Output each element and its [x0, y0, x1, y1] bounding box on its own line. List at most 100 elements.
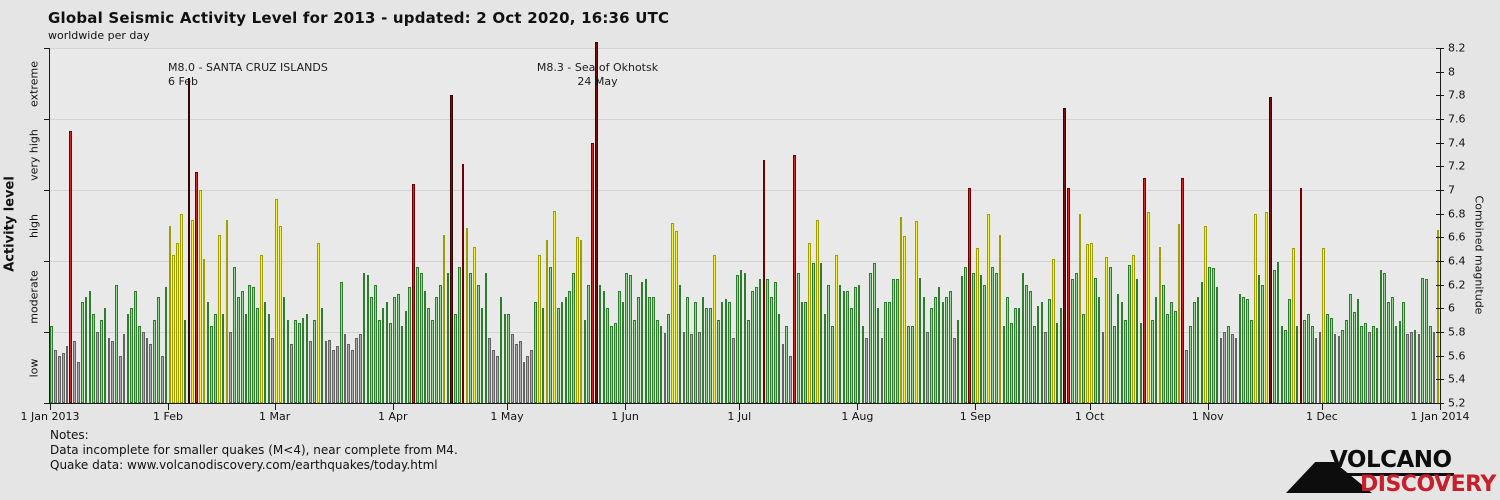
x-tick-1-Oct — [1089, 404, 1091, 410]
bar-day-163-moderate — [667, 314, 671, 403]
bar-day-354-moderate — [1394, 326, 1398, 403]
bar-day-322-moderate — [1272, 270, 1276, 403]
annotation-line2: 24 May — [577, 75, 618, 88]
notes-data-coverage: Data incomplete for smaller quakes (M<4)… — [50, 443, 458, 457]
right-tick-m8 — [1436, 71, 1444, 73]
bar-day-125-low — [522, 361, 526, 403]
right-tick-m5.8 — [1436, 332, 1444, 333]
left-tick-m8.3 — [44, 48, 50, 49]
bar-day-110-high — [465, 227, 469, 403]
bar-day-348-moderate — [1371, 326, 1375, 403]
bar-day-312-low — [1234, 337, 1238, 403]
bar-day-100-moderate — [427, 308, 431, 403]
bar-day-218-moderate — [876, 308, 880, 403]
bar-day-32-high — [168, 225, 172, 403]
bar-day-283-moderate — [1124, 320, 1128, 403]
bar-day-361-moderate — [1421, 277, 1425, 403]
bar-day-260-moderate — [1036, 305, 1040, 403]
bar-day-343-moderate — [1352, 311, 1356, 403]
bar-day-49-moderate — [233, 266, 236, 403]
x-tick-1-Jul — [739, 404, 741, 410]
bar-day-314-moderate — [1242, 296, 1246, 403]
bar-day-137-moderate — [568, 290, 572, 403]
bar-day-149-moderate — [614, 322, 617, 403]
bar-day-206-moderate — [831, 326, 834, 403]
bar-day-342-moderate — [1349, 294, 1352, 403]
bar-day-223-moderate — [895, 278, 899, 403]
bar-day-143-very-high — [591, 142, 594, 403]
bar-day-104-high — [442, 234, 446, 403]
bar-day-24-moderate — [138, 326, 141, 403]
annotation-line1: M8.3 - Sea of Okhotsk — [536, 61, 659, 74]
bar-day-292-high — [1158, 246, 1162, 403]
bar-day-140-high — [579, 239, 583, 403]
bar-day-289-high — [1147, 212, 1150, 403]
bar-day-107-moderate — [454, 314, 457, 403]
bar-day-172-moderate — [701, 296, 705, 403]
bar-day-93-moderate — [400, 326, 404, 403]
bar-day-126-low — [526, 355, 530, 403]
bar-day-37-extreme — [187, 77, 191, 403]
bar-day-103-moderate — [438, 284, 442, 403]
bar-day-105-moderate — [446, 272, 450, 403]
bar-day-26-low — [145, 337, 149, 403]
bar-day-185-moderate — [751, 290, 754, 403]
bar-day-306-moderate — [1211, 268, 1215, 403]
bar-day-324-moderate — [1280, 326, 1284, 403]
bar-day-14-moderate — [99, 320, 103, 403]
bar-day-76-low — [336, 346, 339, 403]
bar-day-325-moderate — [1284, 329, 1287, 403]
bar-day-102-moderate — [435, 296, 438, 403]
x-tick-1-Nov — [1207, 404, 1209, 410]
bar-day-178-moderate — [724, 298, 728, 403]
bar-day-352-moderate — [1387, 302, 1390, 403]
bar-day-57-moderate — [263, 302, 267, 403]
notes-source-link[interactable]: Quake data: www.volcanodiscovery.com/ear… — [50, 458, 438, 472]
bar-day-310-moderate — [1227, 326, 1230, 403]
bar-day-112-high — [473, 246, 476, 403]
bar-day-4-low — [61, 353, 65, 403]
bar-day-308-low — [1219, 337, 1223, 403]
bar-day-118-low — [496, 355, 499, 403]
bar-day-42-moderate — [206, 302, 210, 403]
logo-text-discovery: DISCOVERY — [1360, 472, 1496, 497]
bar-day-174-moderate — [709, 308, 712, 403]
bar-day-135-moderate — [560, 302, 564, 403]
bar-day-157-moderate — [644, 278, 648, 403]
bar-day-328-moderate — [1295, 326, 1299, 403]
bar-day-198-moderate — [800, 302, 804, 403]
bar-day-276-moderate — [1097, 296, 1101, 403]
bar-day-307-moderate — [1215, 287, 1219, 403]
x-tick-1-Aug — [857, 404, 859, 410]
bar-day-31-moderate — [164, 287, 168, 403]
bar-day-313-moderate — [1238, 294, 1242, 403]
bar-day-284-moderate — [1128, 264, 1131, 403]
bar-day-141-moderate — [583, 320, 587, 403]
bar-day-168-moderate — [686, 296, 690, 403]
bar-day-167-low — [682, 332, 686, 403]
bar-day-91-moderate — [393, 296, 396, 403]
bar-day-6-very-high — [69, 130, 73, 403]
bar-day-183-moderate — [743, 272, 747, 403]
bar-day-53-moderate — [248, 284, 252, 403]
bar-day-63-moderate — [286, 320, 290, 403]
bar-day-145-moderate — [598, 284, 602, 403]
bar-day-309-low — [1223, 332, 1227, 403]
bar-day-181-moderate — [735, 275, 739, 403]
bar-day-59-low — [271, 337, 274, 403]
bar-day-10-moderate — [84, 296, 88, 403]
x-tick-1-Dec — [1321, 404, 1323, 410]
bar-day-130-moderate — [541, 308, 545, 403]
bar-day-77-moderate — [339, 282, 343, 403]
bar-day-186-moderate — [754, 287, 758, 403]
bar-day-121-moderate — [507, 314, 511, 403]
annotation-line1: M8.0 - SANTA CRUZ ISLANDS — [168, 61, 328, 74]
bar-day-236-moderate — [945, 296, 949, 403]
bar-day-302-moderate — [1196, 296, 1200, 403]
bar-day-230-moderate — [922, 296, 926, 403]
volcano-discovery-logo[interactable]: VOLCANO DISCOVERY — [1286, 447, 1496, 497]
bar-day-250-high — [998, 234, 1002, 403]
bar-day-225-high — [903, 236, 907, 403]
notes-heading: Notes: — [50, 428, 89, 442]
x-tick-label-1-Feb: 1 Feb — [153, 410, 184, 423]
